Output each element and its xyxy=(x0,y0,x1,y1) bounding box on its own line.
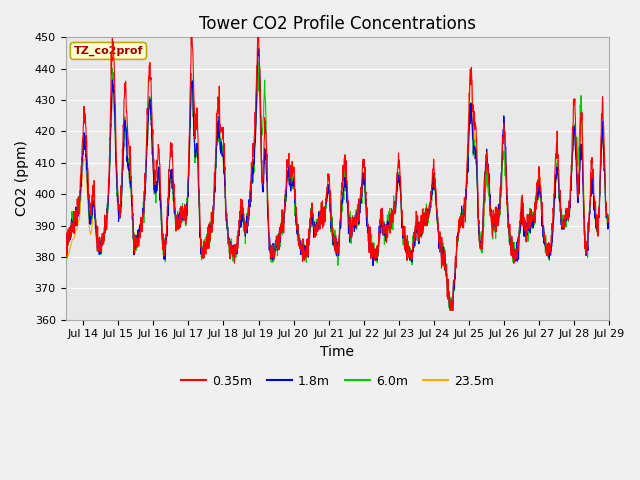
Legend: 0.35m, 1.8m, 6.0m, 23.5m: 0.35m, 1.8m, 6.0m, 23.5m xyxy=(175,370,499,393)
X-axis label: Time: Time xyxy=(321,345,355,359)
Y-axis label: CO2 (ppm): CO2 (ppm) xyxy=(15,141,29,216)
Text: TZ_co2prof: TZ_co2prof xyxy=(74,46,143,56)
Title: Tower CO2 Profile Concentrations: Tower CO2 Profile Concentrations xyxy=(199,15,476,33)
